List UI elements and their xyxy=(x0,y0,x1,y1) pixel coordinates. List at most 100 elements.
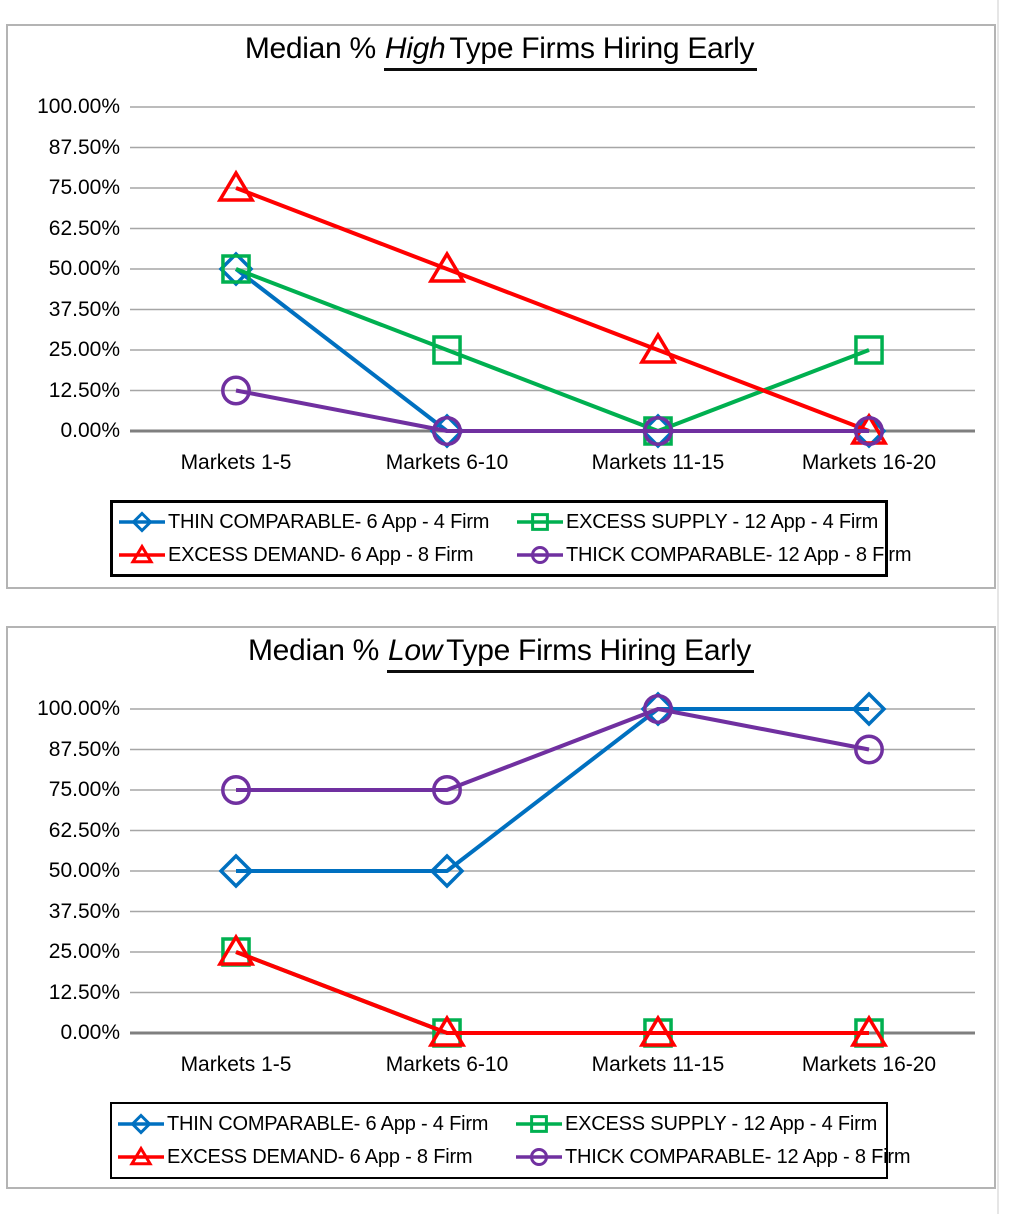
y-tick-label: 87.50% xyxy=(48,135,120,159)
chart-panel-high-type: Median % High Type Firms Hiring Early 100… xyxy=(6,24,996,589)
series-4-marker-circle xyxy=(854,734,884,765)
y-tick-label: 0.00% xyxy=(60,1021,120,1044)
y-tick-label: 87.50% xyxy=(48,737,120,761)
series-line-4 xyxy=(235,388,869,433)
chart-title-underlined: High Type Firms Hiring Early xyxy=(383,32,758,71)
series-2-marker-square xyxy=(854,335,884,365)
chart-title-rest: Type Firms Hiring Early xyxy=(449,32,755,65)
x-tick-label: Markets 11-15 xyxy=(591,1053,725,1076)
chart-title: Median % High Type Firms Hiring Early xyxy=(8,32,994,71)
plot-area xyxy=(130,106,975,449)
legend-swatch-diamond-icon xyxy=(119,511,165,533)
y-tick-label: 37.50% xyxy=(48,297,120,321)
chart-title-prefix: Median % xyxy=(247,634,388,667)
y-tick-label: 75.00% xyxy=(48,778,120,801)
legend-swatch-marker xyxy=(530,1115,548,1133)
legend-swatch-marker xyxy=(531,546,549,564)
series-3-marker-triangle xyxy=(638,331,678,364)
series-4-marker-circle xyxy=(432,775,462,805)
chart-title: Median % Low Type Firms Hiring Early xyxy=(8,634,994,673)
series-4-marker-circle xyxy=(643,416,673,446)
legend-swatch-triangle-icon xyxy=(119,543,165,564)
legend-label: THICK COMPARABLE- 12 App - 8 Firm xyxy=(565,1145,911,1168)
legend-item: EXCESS DEMAND- 6 App - 8 Firm xyxy=(118,1142,516,1172)
series-1-marker-diamond xyxy=(851,691,887,727)
page-edge-line xyxy=(997,0,999,1214)
legend-item: THICK COMPARABLE- 12 App - 8 Firm xyxy=(517,540,912,570)
y-tick-label: 25.00% xyxy=(48,940,120,963)
y-tick-label: 50.00% xyxy=(48,859,120,882)
legend-swatch-marker xyxy=(131,511,153,533)
chart-title-emphasis: Low xyxy=(388,634,443,667)
legend: THIN COMPARABLE- 6 App - 4 Firm EXCESS SU… xyxy=(110,500,912,577)
legend-item: EXCESS SUPPLY - 12 App - 4 Firm xyxy=(516,1109,910,1139)
legend-label: THIN COMPARABLE- 6 App - 4 Firm xyxy=(167,1112,489,1135)
series-1-marker-diamond xyxy=(640,691,676,727)
series-4-marker-circle xyxy=(432,416,462,446)
y-tick-label: 12.50% xyxy=(48,980,120,1004)
y-tick-label: 25.00% xyxy=(48,338,120,361)
series-3-marker-triangle xyxy=(849,1014,889,1047)
legend-swatch-square-icon xyxy=(517,513,563,531)
series-1-marker-diamond xyxy=(218,251,254,287)
legend-swatch-marker xyxy=(531,513,549,531)
series-1-marker-diamond xyxy=(429,853,465,889)
x-tick-label: Markets 1-5 xyxy=(180,451,292,474)
y-tick-label: 50.00% xyxy=(48,257,120,280)
y-tick-label: 100.00% xyxy=(37,95,120,118)
x-tick-label: Markets 6-10 xyxy=(385,1053,509,1076)
y-tick-label: 100.00% xyxy=(37,697,120,720)
series-line-1 xyxy=(236,707,869,873)
series-3-marker-triangle xyxy=(427,1014,467,1047)
y-tick-label: 12.50% xyxy=(48,378,120,402)
chart-title-prefix: Median % xyxy=(244,32,384,65)
x-tick-label: Markets 11-15 xyxy=(591,451,725,474)
chart-title-emphasis: High xyxy=(384,32,446,65)
legend-label: EXCESS DEMAND- 6 App - 8 Firm xyxy=(167,1145,473,1168)
series-3-marker-triangle xyxy=(638,1014,678,1047)
series-line-3 xyxy=(235,186,870,433)
series-4-marker-circle xyxy=(221,375,251,406)
legend-swatch-marker xyxy=(130,543,154,564)
y-tick-label: 37.50% xyxy=(48,899,120,923)
y-tick-label: 62.50% xyxy=(48,818,120,842)
legend-swatch-marker xyxy=(130,1113,152,1135)
series-4-marker-circle xyxy=(221,775,251,805)
legend-swatch-marker xyxy=(129,1145,153,1166)
x-tick-label: Markets 16-20 xyxy=(801,1053,937,1076)
series-4-marker-circle xyxy=(643,694,673,724)
x-tick-label: Markets 6-10 xyxy=(385,451,509,474)
series-2-marker-square xyxy=(432,335,462,365)
chart-title-underlined: Low Type Firms Hiring Early xyxy=(387,634,754,673)
legend-label: THICK COMPARABLE- 12 App - 8 Firm xyxy=(566,543,912,566)
series-line-3 xyxy=(235,950,869,1035)
series-3-marker-triangle xyxy=(216,933,256,966)
legend-swatch-circle-icon xyxy=(517,546,563,564)
chart-panel-low-type: Median % Low Type Firms Hiring Early 100.… xyxy=(6,626,996,1189)
legend-label: EXCESS SUPPLY - 12 App - 4 Firm xyxy=(566,510,879,533)
legend-swatch-square-icon xyxy=(516,1115,562,1133)
series-3-marker-triangle xyxy=(427,250,467,283)
legend-item: EXCESS SUPPLY - 12 App - 4 Firm xyxy=(517,507,911,537)
legend-swatch-diamond-icon xyxy=(118,1113,164,1135)
plot-area xyxy=(130,691,975,1048)
legend-swatch-circle-icon xyxy=(516,1148,562,1166)
series-4-marker-circle xyxy=(854,416,884,446)
legend: THIN COMPARABLE- 6 App - 4 Firm EXCESS SU… xyxy=(110,1102,911,1179)
y-tick-label: 0.00% xyxy=(60,419,120,442)
series-3-marker-triangle xyxy=(216,169,256,202)
legend-label: THIN COMPARABLE- 6 App - 4 Firm xyxy=(168,510,490,533)
legend-item: THICK COMPARABLE- 12 App - 8 Firm xyxy=(516,1142,911,1172)
x-tick-label: Markets 16-20 xyxy=(801,451,937,474)
series-2-marker-square xyxy=(221,254,251,284)
legend-item: THIN COMPARABLE- 6 App - 4 Firm xyxy=(118,1109,516,1139)
legend-label: EXCESS SUPPLY - 12 App - 4 Firm xyxy=(565,1112,878,1135)
legend-item: EXCESS DEMAND- 6 App - 8 Firm xyxy=(119,540,517,570)
x-tick-label: Markets 1-5 xyxy=(180,1053,292,1076)
legend-label: EXCESS DEMAND- 6 App - 8 Firm xyxy=(168,543,474,566)
legend-swatch-triangle-icon xyxy=(118,1145,164,1166)
legend-swatch-marker xyxy=(530,1148,548,1166)
series-1-marker-diamond xyxy=(429,413,465,449)
y-tick-label: 62.50% xyxy=(48,216,120,240)
